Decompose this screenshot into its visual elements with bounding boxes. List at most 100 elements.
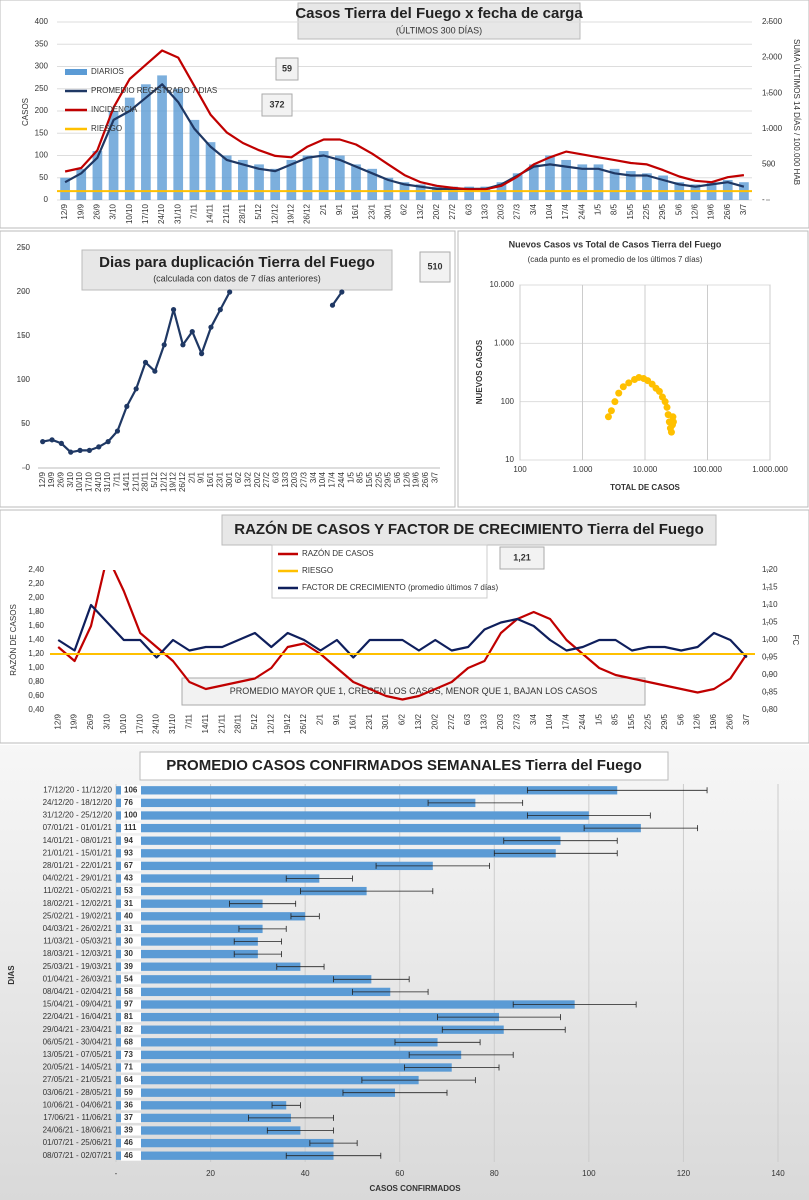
x-tick-label: 9/1 xyxy=(197,471,206,483)
y-tick-label: 2.500 xyxy=(762,17,783,26)
bar xyxy=(189,119,200,200)
bar xyxy=(116,811,589,820)
y-tick-label: 04/03/21 - 26/02/21 xyxy=(43,924,113,933)
y2-axis-label: FC xyxy=(791,635,800,646)
x-tick-label: 12/9 xyxy=(60,203,69,219)
x-tick-label: 5/6 xyxy=(674,203,683,215)
error-bar xyxy=(352,988,429,995)
value-label: 71 xyxy=(124,1063,133,1072)
y-tick-label: 1.000 xyxy=(762,124,783,133)
y-tick-label: 200 xyxy=(35,106,49,115)
y-tick-label: 25/02/21 - 19/02/21 xyxy=(43,911,113,920)
x-tick-label: 19/12 xyxy=(286,203,295,224)
value-label: 43 xyxy=(124,874,133,883)
value-label: 40 xyxy=(124,911,133,920)
bar xyxy=(270,168,281,200)
annotation: 510 xyxy=(427,261,442,271)
x-tick-label: 6/3 xyxy=(464,203,473,215)
y-tick-label: 2.000 xyxy=(762,53,783,62)
x-tick-label: 21/11 xyxy=(222,203,231,223)
bar xyxy=(76,168,87,200)
error-bar xyxy=(342,1089,448,1096)
x-tick-label: 12/6 xyxy=(402,471,411,487)
bar xyxy=(221,155,232,200)
marker xyxy=(142,359,149,365)
value-label: 30 xyxy=(124,949,133,958)
x-tick-label: 24/10 xyxy=(94,471,103,492)
x-tick-label: - xyxy=(115,1169,118,1178)
error-bar xyxy=(437,1014,561,1021)
x-tick-label: 17/10 xyxy=(85,471,94,492)
legend-label: DIARIOS xyxy=(91,67,124,76)
bar xyxy=(116,1151,334,1160)
value-label: 100 xyxy=(124,811,138,820)
x-tick-label: 3/7 xyxy=(739,203,748,215)
bar xyxy=(415,184,426,200)
title-box xyxy=(139,751,669,781)
x-tick-label: 20/2 xyxy=(430,713,439,729)
x-tick-label: 19/9 xyxy=(70,713,79,729)
x-tick-label: 1/5 xyxy=(346,471,355,483)
x-tick-label: 19/9 xyxy=(76,203,85,219)
error-bar xyxy=(290,913,320,920)
x-tick-label: 5/12 xyxy=(254,203,263,219)
x-tick-label: 29/5 xyxy=(658,203,667,219)
bar xyxy=(92,151,103,200)
point xyxy=(625,379,633,387)
x-tick-label: 1.000.000 xyxy=(752,465,788,474)
error-bar xyxy=(266,1127,334,1134)
bar xyxy=(116,924,263,934)
x-tick-label: 10/4 xyxy=(318,471,327,487)
x-tick-label: 27/3 xyxy=(300,471,309,487)
bar xyxy=(116,874,320,883)
bar xyxy=(448,186,458,200)
y-tick-label: 350 xyxy=(35,39,49,48)
y-tick-label: 17/06/21 - 11/06/21 xyxy=(43,1113,112,1122)
chart-title: RAZÓN DE CASOS Y FACTOR DE CRECIMIENTO T… xyxy=(234,520,704,538)
value-label: 76 xyxy=(124,798,133,807)
y-tick-label: 250 xyxy=(35,84,49,93)
value-label: 59 xyxy=(124,1088,133,1097)
y-tick-label: 150 xyxy=(35,128,49,137)
marker xyxy=(49,437,55,443)
value-label: 36 xyxy=(124,1100,133,1109)
x-tick-label: 26/6 xyxy=(421,471,430,487)
error-bar xyxy=(333,976,410,983)
y-tick-label: 10 xyxy=(505,455,514,464)
line xyxy=(57,603,748,659)
x-tick-label: 13/2 xyxy=(414,713,423,729)
x-tick-label: 12/12 xyxy=(266,713,275,734)
value-label: 106 xyxy=(124,785,138,794)
x-tick-label: 13/3 xyxy=(281,471,290,487)
y-tick-label: 20/05/21 - 14/05/21 xyxy=(43,1063,113,1072)
annotation: PROMEDIO MAYOR QUE 1, CRECEN LOS CASOS, … xyxy=(230,686,597,696)
bar xyxy=(116,886,367,896)
y-tick-label: 01/07/21 - 25/06/21 xyxy=(43,1138,113,1147)
x-tick-label: 19/12 xyxy=(169,471,178,492)
marker xyxy=(68,449,74,455)
marker xyxy=(339,289,345,295)
error-bar xyxy=(300,888,434,895)
error-bar xyxy=(233,951,282,958)
value-label-bg xyxy=(121,936,141,947)
value-label: 30 xyxy=(124,937,133,946)
plot-area xyxy=(57,49,752,200)
y-tick-label: 28/01/21 - 22/01/21 xyxy=(43,861,113,870)
bar xyxy=(60,177,70,200)
bar xyxy=(116,899,263,908)
y-tick-label: 1,00 xyxy=(762,635,778,644)
bar xyxy=(512,173,523,200)
x-tick-label: 24/4 xyxy=(577,203,586,219)
bar xyxy=(116,912,306,921)
marker xyxy=(133,386,139,392)
x-tick-label: 100 xyxy=(513,465,527,474)
x-tick-label: 6/3 xyxy=(272,471,281,483)
x-tick-label: 28/11 xyxy=(141,471,150,491)
value-label: 97 xyxy=(124,1000,133,1009)
title-box xyxy=(297,2,581,40)
annotation: 1,21 xyxy=(513,552,531,562)
x-tick-label: 19/12 xyxy=(283,713,292,734)
x-tick-label: 2/1 xyxy=(316,713,325,725)
x-tick-label: 10/4 xyxy=(545,713,554,729)
point xyxy=(663,403,671,411)
